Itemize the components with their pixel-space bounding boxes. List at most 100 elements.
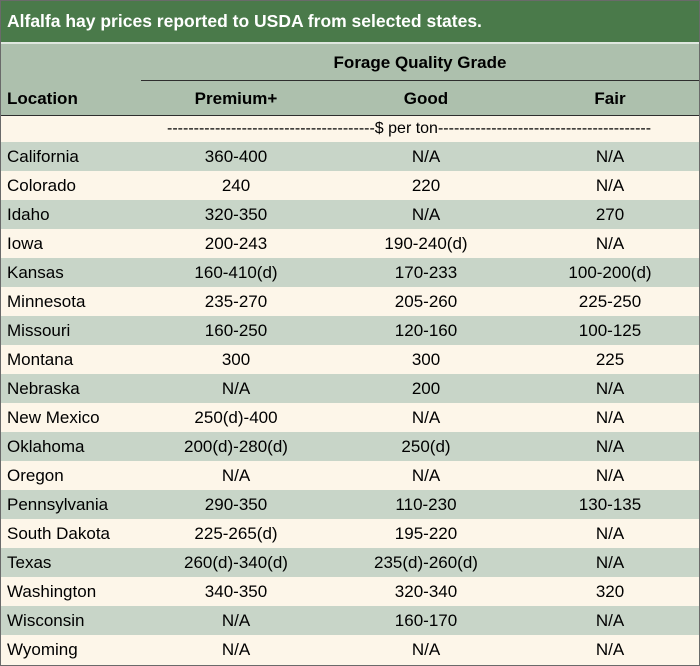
- fair-price-cell: 320: [595, 582, 625, 601]
- table-row: Wyoming N/A N/A N/A: [1, 635, 699, 664]
- premium-price-cell: 360-400: [204, 147, 268, 166]
- fair-price-cell: N/A: [595, 553, 625, 572]
- location-cell: Idaho: [7, 205, 50, 224]
- location-cell: Missouri: [7, 321, 71, 340]
- good-price-cell: N/A: [411, 205, 441, 224]
- location-cell: Kansas: [7, 263, 64, 282]
- good-price-cell: 120-160: [394, 321, 458, 340]
- fair-price-cell: N/A: [595, 466, 625, 485]
- table-row: Colorado 240 220 N/A: [1, 171, 699, 200]
- premium-price-cell: N/A: [221, 466, 251, 485]
- location-cell: Texas: [7, 553, 52, 572]
- good-price-cell: 250(d): [401, 437, 451, 456]
- premium-price-cell: 290-350: [204, 495, 268, 514]
- fair-price-cell: N/A: [595, 379, 625, 398]
- location-cell: Pennsylvania: [7, 495, 109, 514]
- good-price-cell: 205-260: [394, 292, 458, 311]
- premium-price-cell: 250(d)-400: [194, 408, 278, 427]
- good-price-cell: N/A: [411, 147, 441, 166]
- table-row: New Mexico 250(d)-400 N/A N/A: [1, 403, 699, 432]
- premium-price-cell: 160-250: [204, 321, 268, 340]
- location-cell: California: [7, 147, 79, 166]
- premium-price-cell: 200(d)-280(d): [184, 437, 288, 456]
- premium-price-cell: 235-270: [204, 292, 268, 311]
- fair-price-cell: N/A: [595, 147, 625, 166]
- good-price-cell: 160-170: [394, 611, 458, 630]
- table-body: California 360-400 N/A N/A Colorado 240 220 N/A…: [1, 142, 699, 664]
- good-price-cell: 200: [411, 379, 441, 398]
- good-price-cell: 320-340: [394, 582, 458, 601]
- good-price-cell: N/A: [411, 466, 441, 485]
- premium-price-cell: 340-350: [204, 582, 268, 601]
- good-price-cell: 110-230: [395, 495, 457, 514]
- fair-price-cell: N/A: [595, 234, 625, 253]
- fair-price-cell: N/A: [595, 611, 625, 630]
- premium-price-cell: 160-410(d): [194, 263, 278, 282]
- table-row: Nebraska N/A 200 N/A: [1, 374, 699, 403]
- premium-price-cell: 260(d)-340(d): [184, 553, 288, 572]
- fair-price-cell: N/A: [595, 408, 625, 427]
- column-header-fair: Fair: [594, 89, 626, 108]
- table-row: Minnesota 235-270 205-260 225-250: [1, 287, 699, 316]
- fair-price-cell: 130-135: [578, 495, 642, 514]
- table-row: Texas 260(d)-340(d) 235(d)-260(d) N/A: [1, 548, 699, 577]
- location-cell: Colorado: [7, 176, 76, 195]
- location-cell: Washington: [7, 582, 97, 601]
- fair-price-cell: 270: [595, 205, 625, 224]
- good-price-cell: 195-220: [394, 524, 458, 543]
- units-row: ---------------------------------------$…: [1, 115, 699, 142]
- location-cell: Oregon: [7, 466, 64, 485]
- fair-price-cell: 100-125: [578, 321, 642, 340]
- location-cell: Montana: [7, 350, 74, 369]
- table-row: Oklahoma 200(d)-280(d) 250(d) N/A: [1, 432, 699, 461]
- column-header-good: Good: [403, 89, 449, 108]
- table-row: Kansas 160-410(d) 170-233 100-200(d): [1, 258, 699, 287]
- premium-price-cell: 225-265(d): [194, 524, 278, 543]
- table-row: Iowa 200-243 190-240(d) N/A: [1, 229, 699, 258]
- table-row: South Dakota 225-265(d) 195-220 N/A: [1, 519, 699, 548]
- good-price-cell: 170-233: [394, 263, 458, 282]
- good-price-cell: N/A: [411, 408, 441, 427]
- location-cell: South Dakota: [7, 524, 111, 543]
- premium-price-cell: N/A: [221, 379, 251, 398]
- fair-price-cell: 100-200(d): [568, 263, 652, 282]
- column-header-location: Location: [7, 89, 78, 108]
- good-price-cell: N/A: [411, 640, 441, 659]
- fair-price-cell: 225: [595, 350, 625, 369]
- premium-price-cell: N/A: [221, 640, 251, 659]
- table-row: Wisconsin N/A 160-170 N/A: [1, 606, 699, 635]
- location-cell: Minnesota: [7, 292, 86, 311]
- fair-price-cell: N/A: [595, 640, 625, 659]
- table-row: Pennsylvania 290-350 110-230 130-135: [1, 490, 699, 519]
- location-cell: New Mexico: [7, 408, 100, 427]
- good-price-cell: 220: [411, 176, 441, 195]
- location-cell: Oklahoma: [7, 437, 85, 456]
- table-row: California 360-400 N/A N/A: [1, 142, 699, 171]
- fair-price-cell: N/A: [595, 524, 625, 543]
- table-row: Washington 340-350 320-340 320: [1, 577, 699, 606]
- good-price-cell: 300: [411, 350, 441, 369]
- location-cell: Wisconsin: [7, 611, 85, 630]
- premium-price-cell: 240: [221, 176, 251, 195]
- fair-price-cell: N/A: [595, 176, 625, 195]
- location-cell: Iowa: [7, 234, 43, 253]
- table-row: Montana 300 300 225: [1, 345, 699, 374]
- table-row: Oregon N/A N/A N/A: [1, 461, 699, 490]
- group-header-underline: [141, 80, 699, 81]
- premium-price-cell: 320-350: [204, 205, 268, 224]
- table-row: Missouri 160-250 120-160 100-125: [1, 316, 699, 345]
- table-row: Idaho 320-350 N/A 270: [1, 200, 699, 229]
- good-price-cell: 235(d)-260(d): [374, 553, 478, 572]
- good-price-cell: 190-240(d): [384, 234, 468, 253]
- table-title: Alfalfa hay prices reported to USDA from…: [1, 1, 699, 42]
- fair-price-cell: 225-250: [578, 292, 642, 311]
- premium-price-cell: 200-243: [204, 234, 268, 253]
- table-header: Forage Quality Grade Location Premium+ G…: [1, 42, 699, 115]
- group-header-forage-quality: Forage Quality Grade: [333, 53, 507, 72]
- premium-price-cell: 300: [221, 350, 251, 369]
- column-header-premium: Premium+: [194, 89, 278, 108]
- location-cell: Wyoming: [7, 640, 78, 659]
- premium-price-cell: N/A: [221, 611, 251, 630]
- location-cell: Nebraska: [7, 379, 80, 398]
